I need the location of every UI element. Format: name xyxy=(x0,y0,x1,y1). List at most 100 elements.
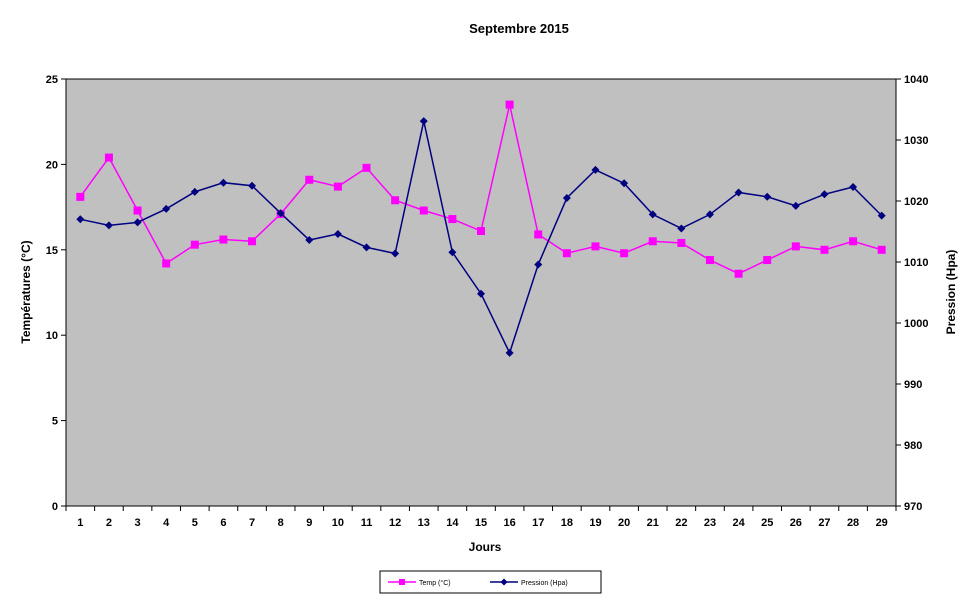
pressure-point xyxy=(305,236,314,245)
x-tick-label: 10 xyxy=(332,517,344,529)
y-right-tick-label: 1040 xyxy=(904,74,928,86)
x-tick-label: 16 xyxy=(503,517,515,529)
y-axis-right-label: Pression (Hpa) xyxy=(944,250,958,335)
pressure-point xyxy=(76,215,85,224)
pressure-point xyxy=(705,210,714,219)
y-right-tick-label: 1020 xyxy=(904,196,928,208)
temperature-point xyxy=(333,182,342,191)
pressure-point xyxy=(820,190,829,199)
x-axis-label: Jours xyxy=(469,540,502,554)
x-tick-label: 6 xyxy=(220,517,226,529)
y-left-tick-label: 25 xyxy=(46,74,58,86)
temperature-point xyxy=(391,196,400,205)
pressure-point xyxy=(133,218,142,227)
pressure-point xyxy=(534,260,543,269)
x-tick-label: 3 xyxy=(134,517,140,529)
x-tick-label: 4 xyxy=(163,517,170,529)
pressure-point xyxy=(763,192,772,201)
temperature-point xyxy=(591,242,600,251)
pressure-point xyxy=(648,210,657,219)
temperature-point xyxy=(248,237,257,246)
x-tick-label: 25 xyxy=(761,517,773,529)
pressure-point xyxy=(505,348,514,357)
x-tick-label: 5 xyxy=(192,517,198,529)
temperature-point xyxy=(877,245,886,254)
temperature-point xyxy=(477,227,485,236)
pressure-point xyxy=(333,229,342,238)
y-right-tick-label: 1010 xyxy=(904,257,928,269)
temperature-point xyxy=(448,215,457,224)
temperature-point xyxy=(190,240,199,249)
x-tick-label: 22 xyxy=(675,517,687,529)
pressure-point xyxy=(734,188,743,197)
x-tick-label: 21 xyxy=(647,517,659,529)
x-tick-label: 28 xyxy=(847,517,859,529)
pressure-point xyxy=(391,249,400,258)
x-tick-label: 8 xyxy=(278,517,284,529)
chart-title: Septembre 2015 xyxy=(469,21,569,36)
temperature-point xyxy=(849,237,858,246)
x-tick-label: 13 xyxy=(418,517,430,529)
x-tick-label: 2 xyxy=(106,517,112,529)
x-tick-label: 23 xyxy=(704,517,716,529)
x-tick-label: 18 xyxy=(561,517,573,529)
y-left-tick-label: 5 xyxy=(52,416,58,428)
temperature-point xyxy=(791,242,800,251)
legend-pressure-marker xyxy=(500,578,508,586)
x-tick-label: 1 xyxy=(77,517,83,529)
pressure-point xyxy=(219,178,228,187)
y-right-tick-label: 970 xyxy=(904,501,922,513)
x-tick-label: 27 xyxy=(818,517,830,529)
x-tick-label: 12 xyxy=(389,517,401,529)
temperature-point xyxy=(820,245,829,254)
pressure-point xyxy=(791,201,800,210)
legend: Temp (°C) Pression (Hpa) xyxy=(379,570,602,594)
pressure-point xyxy=(276,209,285,218)
series-layer xyxy=(76,100,886,357)
x-tick-label: 20 xyxy=(618,517,630,529)
x-tick-label: 29 xyxy=(876,517,888,529)
x-tick-label: 15 xyxy=(475,517,487,529)
pressure-point xyxy=(877,211,886,220)
temperature-point xyxy=(534,230,543,239)
temperature-point xyxy=(705,256,714,265)
temperature-point xyxy=(219,235,228,244)
x-tick-label: 7 xyxy=(249,517,255,529)
x-tick-label: 19 xyxy=(589,517,601,529)
legend-temp-label: Temp (°C) xyxy=(419,579,451,587)
y-left-tick-label: 20 xyxy=(46,159,58,171)
y-right-tick-label: 980 xyxy=(904,440,922,452)
pressure-point xyxy=(591,165,600,174)
pressure-point xyxy=(448,248,457,257)
temperature-point xyxy=(677,238,686,247)
temperature-point xyxy=(162,259,171,268)
temperature-point xyxy=(620,249,629,258)
y-left-tick-label: 10 xyxy=(46,330,58,342)
temperature-point xyxy=(763,256,772,265)
temperature-point xyxy=(562,249,571,258)
pressure-point xyxy=(104,221,113,230)
legend-temp-marker xyxy=(399,579,405,585)
x-tick-label: 11 xyxy=(361,517,373,529)
y-left-tick-label: 0 xyxy=(52,501,58,513)
legend-pressure-label: Pression (Hpa) xyxy=(521,580,568,587)
y-axis-right: 970 980 990 1000 1010 1020 1030 1040 xyxy=(896,74,928,513)
pressure-point xyxy=(190,187,199,196)
temperature-point xyxy=(419,206,428,215)
y-right-tick-label: 990 xyxy=(904,379,922,391)
x-tick-label: 9 xyxy=(306,517,312,529)
y-left-tick-label: 15 xyxy=(46,245,58,257)
temperature-point xyxy=(305,175,314,184)
x-tick-label: 24 xyxy=(732,517,745,529)
temperature-point xyxy=(104,153,113,162)
pressure-point xyxy=(562,193,571,202)
y-right-tick-label: 1030 xyxy=(904,135,928,147)
y-axis-left: 0 5 10 15 20 25 xyxy=(46,74,66,513)
x-tick-label: 26 xyxy=(790,517,802,529)
pressure-point xyxy=(419,117,428,126)
pressure-point xyxy=(849,182,858,191)
pressure-point xyxy=(620,179,629,188)
y-right-tick-label: 1000 xyxy=(904,318,928,330)
x-tick-label: 14 xyxy=(446,517,459,529)
